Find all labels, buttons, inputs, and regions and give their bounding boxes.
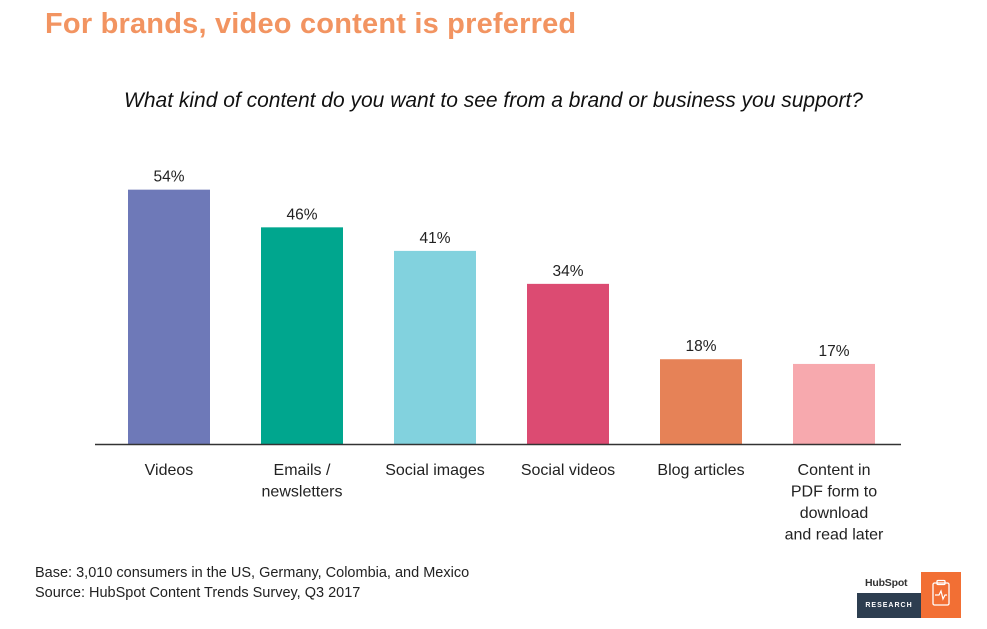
category-label-4: Blog articles [657,462,744,479]
data-label-1: 46% [286,206,317,223]
category-label-0: Videos [145,462,194,479]
category-label-line: PDF form to [791,484,877,501]
data-label-0: 54% [153,169,184,186]
bar-2 [394,250,476,444]
bar-5 [793,363,875,444]
category-label-2: Social images [385,462,485,479]
bar-chart: 54% Videos 46% Emails / newsletters 41% Social… [95,169,901,544]
category-label-line: Social videos [521,462,615,479]
data-label-2: 41% [419,230,450,247]
category-label-line: Social images [385,462,485,479]
badge-icon-square [921,572,961,618]
bar-1 [261,227,343,444]
bar-4 [660,359,742,444]
data-label-3: 34% [552,263,583,280]
footer-source-note: Source: HubSpot Content Trends Survey, Q… [35,585,361,601]
category-label-line: Content in [798,462,871,479]
category-label-3: Social videos [521,462,615,479]
category-label-line: Videos [145,462,194,479]
category-label-line: newsletters [262,484,343,501]
category-label-line: Blog articles [657,462,744,479]
data-label-5: 17% [818,343,849,360]
hubspot-research-badge: HubSpot RESEARCH [857,572,961,618]
category-label-5: Content in PDF form to download and read la… [785,462,884,544]
research-label: RESEARCH [857,593,921,618]
category-label-line: Emails / [274,462,331,479]
bar-3 [527,283,609,444]
category-label-1: Emails / newsletters [262,462,343,501]
clipboard-pulse-icon [932,579,950,606]
chart-title: What kind of content do you want to see … [124,89,863,112]
hubspot-logo-text: HubSpot [865,577,908,589]
footer-base-note: Base: 3,010 consumers in the US, Germany… [35,565,470,581]
category-label-line: download [800,505,869,522]
bar-0 [128,189,210,444]
data-label-4: 18% [685,338,716,355]
category-label-line: and read later [785,527,884,544]
page-headline: For brands, video content is preferred [45,8,577,40]
